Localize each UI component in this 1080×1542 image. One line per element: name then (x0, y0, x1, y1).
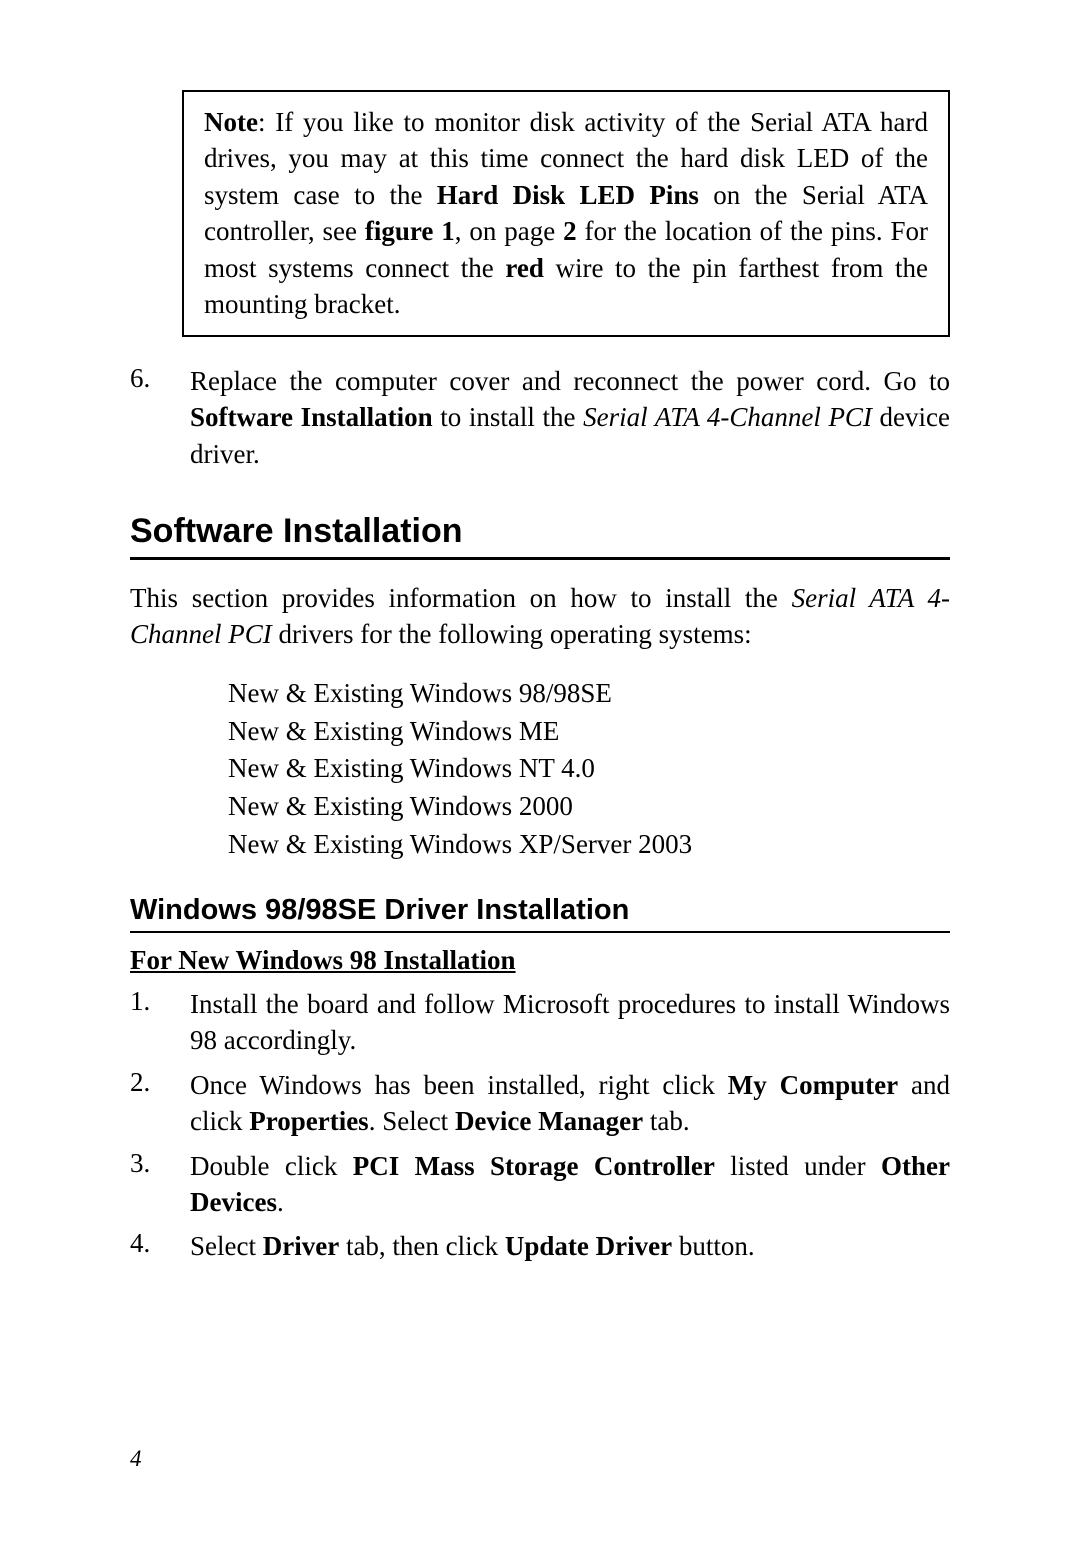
step-1: 1. Install the board and follow Microsof… (130, 986, 950, 1059)
step-number: 6. (130, 363, 190, 472)
note-bold-3: 2 (563, 216, 577, 246)
intro-text-1: This section provides information on how… (130, 583, 792, 613)
step-3: 3. Double click PCI Mass Storage Control… (130, 1148, 950, 1221)
step-2: 2. Once Windows has been installed, righ… (130, 1067, 950, 1140)
continuing-step-6: 6. Replace the computer cover and reconn… (130, 363, 950, 472)
s2-b2: Properties (249, 1106, 368, 1136)
s2-t1: Once Windows has been installed, right c… (190, 1070, 728, 1100)
s2-t3: . Select (369, 1106, 455, 1136)
os-item-3: New & Existing Windows NT 4.0 (228, 750, 950, 788)
note-bold-2: figure 1 (365, 216, 455, 246)
s2-t4: tab. (643, 1106, 690, 1136)
step-content: Replace the computer cover and reconnect… (190, 363, 950, 472)
s3-t1: Double click (190, 1151, 353, 1181)
s3-b1: PCI Mass Storage Controller (353, 1151, 715, 1181)
os-item-5: New & Existing Windows XP/Server 2003 (228, 826, 950, 864)
step6-text-2: to install the (433, 402, 583, 432)
step-number: 1. (130, 986, 190, 1059)
step-4: 4. Select Driver tab, then click Update … (130, 1228, 950, 1264)
page-number: 4 (130, 1446, 142, 1472)
intro-paragraph: This section provides information on how… (130, 580, 950, 653)
step6-text-1: Replace the computer cover and reconnect… (190, 366, 950, 396)
s4-t3: button. (672, 1231, 755, 1261)
step-number: 4. (130, 1228, 190, 1264)
step-number: 3. (130, 1148, 190, 1221)
note-box: Note: If you like to monitor disk activi… (182, 90, 950, 337)
s2-b3: Device Manager (455, 1106, 643, 1136)
step-content: Double click PCI Mass Storage Controller… (190, 1148, 950, 1221)
installation-steps: 1. Install the board and follow Microsof… (130, 986, 950, 1265)
s4-b1: Driver (263, 1231, 339, 1261)
s4-b2: Update Driver (505, 1231, 672, 1261)
s3-t2: listed under (715, 1151, 881, 1181)
s4-t1: Select (190, 1231, 263, 1261)
s2-b1: My Computer (728, 1070, 898, 1100)
os-item-2: New & Existing Windows ME (228, 713, 950, 751)
step6-bold: Software Installation (190, 402, 433, 432)
section-heading-software-installation: Software Installation (130, 512, 950, 560)
os-list: New & Existing Windows 98/98SE New & Exi… (228, 675, 950, 864)
subsubsection-heading-new-install: For New Windows 98 Installation (130, 945, 950, 976)
intro-text-2: drivers for the following operating syst… (272, 619, 752, 649)
step6-italic: Serial ATA 4-Channel PCI (583, 402, 872, 432)
os-item-4: New & Existing Windows 2000 (228, 788, 950, 826)
step-content: Select Driver tab, then click Update Dri… (190, 1228, 950, 1264)
step-number: 2. (130, 1067, 190, 1140)
note-bold-1: Hard Disk LED Pins (437, 180, 699, 210)
note-bold-4: red (505, 253, 544, 283)
os-item-1: New & Existing Windows 98/98SE (228, 675, 950, 713)
step-content: Install the board and follow Microsoft p… (190, 986, 950, 1059)
s4-t2: tab, then click (339, 1231, 505, 1261)
step-content: Once Windows has been installed, right c… (190, 1067, 950, 1140)
s3-t3: . (277, 1187, 284, 1217)
note-label: Note (204, 107, 258, 137)
subsection-heading-windows-98: Windows 98/98SE Driver Installation (130, 894, 950, 933)
note-text-3: , on page (455, 216, 563, 246)
